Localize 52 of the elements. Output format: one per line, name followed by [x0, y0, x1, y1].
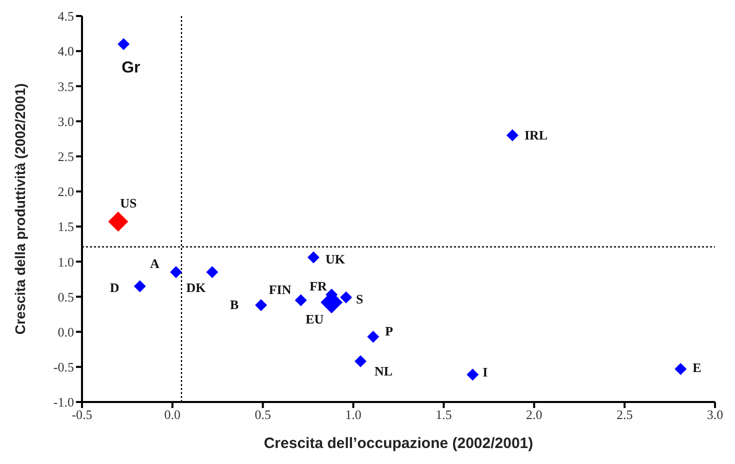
y-tick-label: -0.5: [53, 360, 74, 375]
y-tick-label: 2.5: [58, 148, 74, 164]
point: [506, 129, 518, 142]
y-tick-label: -1.0: [53, 394, 74, 410]
y-tick-label: 3.0: [58, 114, 74, 129]
annotation: P: [385, 324, 394, 339]
annotation: US: [120, 196, 137, 211]
point: [170, 266, 182, 278]
point: [340, 291, 352, 304]
point: [466, 368, 479, 381]
y-tick-label: 4.0: [58, 44, 74, 59]
annotation: D: [110, 280, 120, 296]
annotation: A: [150, 256, 160, 272]
x-axis-title: Crescita dell’occupazione (2002/2001): [264, 435, 534, 452]
y-tick-label: 0.0: [58, 324, 74, 340]
x-tick-label: 2.5: [616, 407, 633, 422]
annotation: IRL: [524, 127, 548, 142]
point: [307, 251, 320, 264]
point: [354, 355, 367, 368]
x-tick-label: 2.0: [526, 407, 542, 422]
y-tick-label: 1.0: [58, 254, 74, 270]
annotation: I: [482, 364, 488, 380]
x-tick-label: 0.5: [254, 407, 271, 422]
annotation: Gr: [122, 59, 140, 76]
x-tick-label: -0.5: [72, 407, 92, 422]
point: [367, 330, 380, 343]
point: [134, 280, 146, 292]
y-tick-label: 0.5: [58, 289, 74, 304]
point: [294, 294, 307, 306]
annotation: FR: [310, 278, 328, 294]
y-tick-label: 3.5: [58, 78, 74, 94]
annotation: UK: [325, 251, 346, 266]
annotation: E: [692, 360, 702, 375]
annotation: S: [356, 291, 364, 306]
point: [206, 266, 218, 278]
point: [255, 299, 268, 312]
annotation: FIN: [268, 282, 292, 298]
x-tick-label: 3.0: [706, 407, 724, 422]
point: [108, 212, 128, 232]
annotation: NL: [374, 363, 393, 378]
annotation: DK: [186, 280, 207, 296]
annotation: B: [230, 297, 240, 312]
y-tick-label: 4.5: [58, 8, 74, 24]
x-tick-label: 1.0: [345, 407, 362, 422]
x-tick-label: 1.5: [436, 407, 452, 422]
y-tick-label: 2.0: [58, 184, 74, 200]
y-axis-title: Crescita della produttività (2002/2001): [12, 83, 28, 335]
point: [674, 363, 687, 376]
point: [118, 38, 130, 50]
annotation: EU: [306, 311, 324, 326]
y-tick-label: 1.5: [58, 219, 74, 234]
x-tick-label: 0.0: [164, 407, 181, 422]
